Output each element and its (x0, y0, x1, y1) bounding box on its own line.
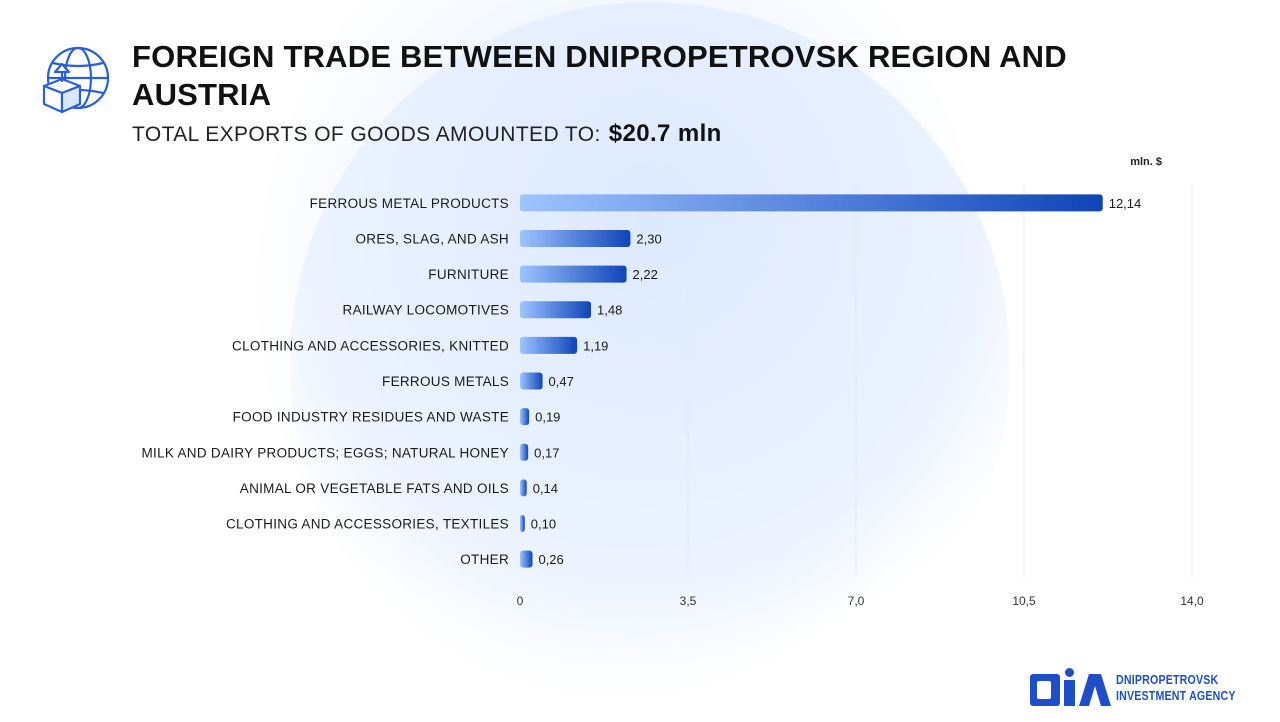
total-exports-label: TOTAL EXPORTS OF GOODS AMOUNTED TO: (132, 123, 601, 146)
bar (520, 479, 527, 497)
category-label: CLOTHING AND ACCESSORIES, KNITTED (232, 338, 509, 353)
bar (520, 229, 631, 247)
category-label: FURNITURE (428, 267, 509, 282)
category-label: RAILWAY LOCOMOTIVES (343, 303, 509, 318)
value-label: 0,14 (533, 481, 558, 496)
x-tick-label: 14,0 (1180, 594, 1204, 608)
category-label: FERROUS METALS (382, 374, 509, 389)
globe-box-upload-icon (42, 46, 110, 114)
x-tick-label: 10,5 (1012, 594, 1036, 608)
bar (520, 336, 578, 354)
logo-line-1: DNIPROPETROVSK (1116, 672, 1219, 687)
bar (520, 408, 530, 426)
bar (520, 301, 592, 319)
value-label: 2,30 (636, 231, 661, 246)
x-tick-label: 3,5 (680, 594, 697, 608)
bar (520, 265, 627, 283)
value-label: 0,10 (531, 517, 556, 532)
bar (520, 515, 525, 533)
category-label: MILK AND DAIRY PRODUCTS; EGGS; NATURAL H… (141, 445, 509, 460)
bar (520, 550, 533, 568)
value-label: 0,19 (535, 410, 560, 425)
page-title: FOREIGN TRADE BETWEEN DNIPROPETROVSK REG… (132, 39, 1067, 112)
total-exports-value: $20.7 mln (608, 120, 722, 147)
category-label: ANIMAL OR VEGETABLE FATS AND OILS (240, 481, 509, 496)
category-label: CLOTHING AND ACCESSORIES, TEXTILES (226, 517, 509, 532)
value-label: 12,14 (1109, 196, 1142, 211)
bar (520, 372, 543, 390)
category-label: OTHER (460, 552, 509, 567)
dia-logo (1030, 668, 1111, 706)
category-label: FERROUS METAL PRODUCTS (310, 196, 509, 211)
value-label: 0,17 (534, 445, 559, 460)
logo-line-2: INVESTMENT AGENCY (1116, 688, 1236, 703)
logo-text: DNIPROPETROVSK INVESTMENT AGENCY (1116, 672, 1236, 704)
page-subtitle: TOTAL EXPORTS OF GOODS AMOUNTED TO: $20.7… (132, 120, 722, 148)
x-tick-label: 0 (517, 594, 524, 608)
unit-label: mln. $ (1130, 156, 1162, 168)
bar (520, 194, 1103, 212)
value-label: 0,47 (549, 374, 574, 389)
x-tick-label: 7,0 (848, 594, 865, 608)
value-label: 1,48 (597, 303, 622, 318)
chart-grid (687, 185, 1193, 577)
bar (520, 443, 529, 461)
value-label: 2,22 (633, 267, 658, 282)
category-label: ORES, SLAG, AND ASH (355, 231, 509, 246)
value-label: 1,19 (583, 338, 608, 353)
value-label: 0,26 (538, 552, 563, 567)
category-label: FOOD INDUSTRY RESIDUES AND WASTE (233, 410, 509, 425)
chart-labels: 0 3,5 7,0 10,5 14,0 FERROUS METAL PRODUCTS 12,… (141, 196, 1204, 608)
chart-bars (520, 194, 1103, 568)
